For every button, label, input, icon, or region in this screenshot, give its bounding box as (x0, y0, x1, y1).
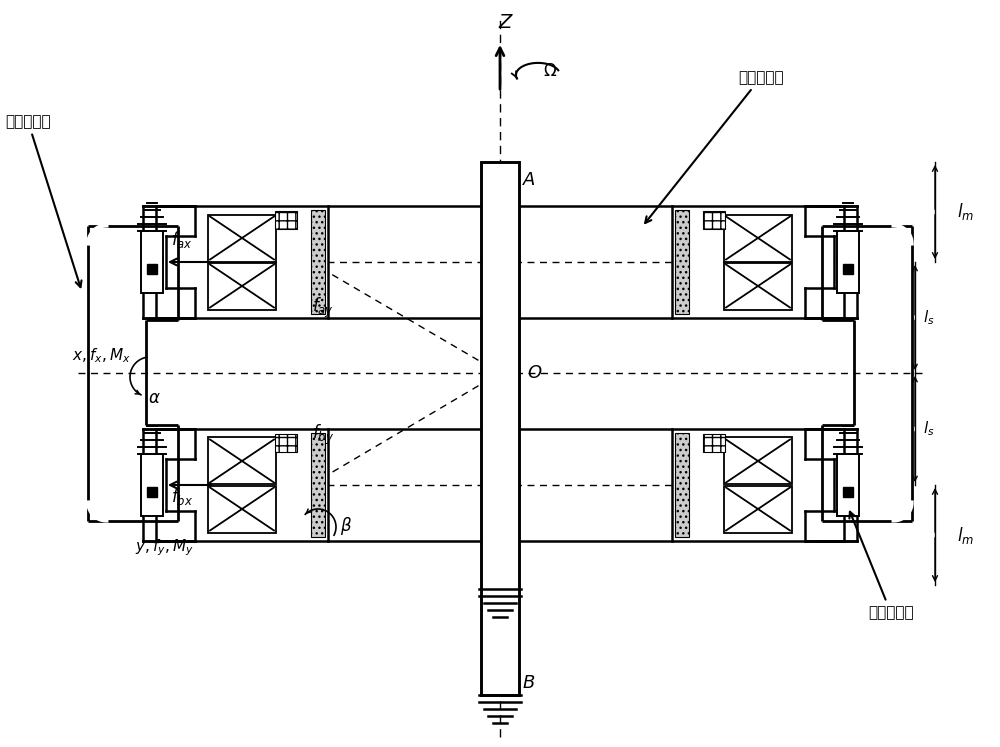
Bar (703, 211, 725, 229)
Bar (672, 429, 844, 541)
Text: $x, f_x, M_x$: $x, f_x, M_x$ (72, 347, 131, 365)
Text: $l_s$: $l_s$ (923, 309, 935, 327)
Bar (147, 264, 157, 274)
Text: $l_m$: $l_m$ (957, 202, 974, 223)
Bar (481, 162, 519, 695)
Bar (275, 211, 297, 229)
Bar (208, 486, 276, 533)
Bar (837, 454, 859, 516)
Text: $\alpha$: $\alpha$ (148, 389, 160, 407)
Bar (141, 231, 163, 293)
Bar (837, 231, 859, 293)
Bar (703, 434, 725, 452)
Bar (311, 433, 325, 537)
Bar (724, 486, 792, 533)
Bar (672, 206, 844, 318)
Bar (141, 454, 163, 516)
Text: $\beta$: $\beta$ (340, 515, 352, 537)
Text: $f_{ay}$: $f_{ay}$ (312, 295, 334, 320)
Bar (156, 429, 328, 541)
Bar (843, 264, 853, 274)
Text: $\Omega$: $\Omega$ (543, 62, 557, 80)
Bar (156, 206, 328, 318)
Text: $f_{bx}$: $f_{bx}$ (171, 486, 193, 507)
Bar (208, 214, 276, 261)
Text: $y, f_y, M_y$: $y, f_y, M_y$ (135, 537, 194, 557)
Bar (675, 210, 689, 314)
Bar (724, 214, 792, 261)
Text: $f_{by}$: $f_{by}$ (312, 423, 334, 447)
Bar (275, 434, 297, 452)
Text: B: B (523, 674, 535, 692)
Text: 磁悬浮转子: 磁悬浮转子 (5, 114, 82, 287)
Text: $O$: $O$ (527, 364, 542, 382)
Text: 位移传感器: 位移传感器 (849, 512, 914, 620)
Text: 磁轴承线圈: 磁轴承线圈 (645, 70, 784, 223)
Bar (843, 487, 853, 497)
Bar (147, 487, 157, 497)
Bar (724, 262, 792, 309)
Bar (311, 210, 325, 314)
Text: $l_m$: $l_m$ (957, 524, 974, 545)
Text: $Z$: $Z$ (498, 13, 514, 32)
Bar (208, 438, 276, 485)
Text: $l_s$: $l_s$ (923, 420, 935, 438)
Text: A: A (523, 171, 535, 189)
Text: $f_{ax}$: $f_{ax}$ (171, 229, 193, 250)
Bar (208, 262, 276, 309)
Bar (675, 433, 689, 537)
Bar (724, 438, 792, 485)
